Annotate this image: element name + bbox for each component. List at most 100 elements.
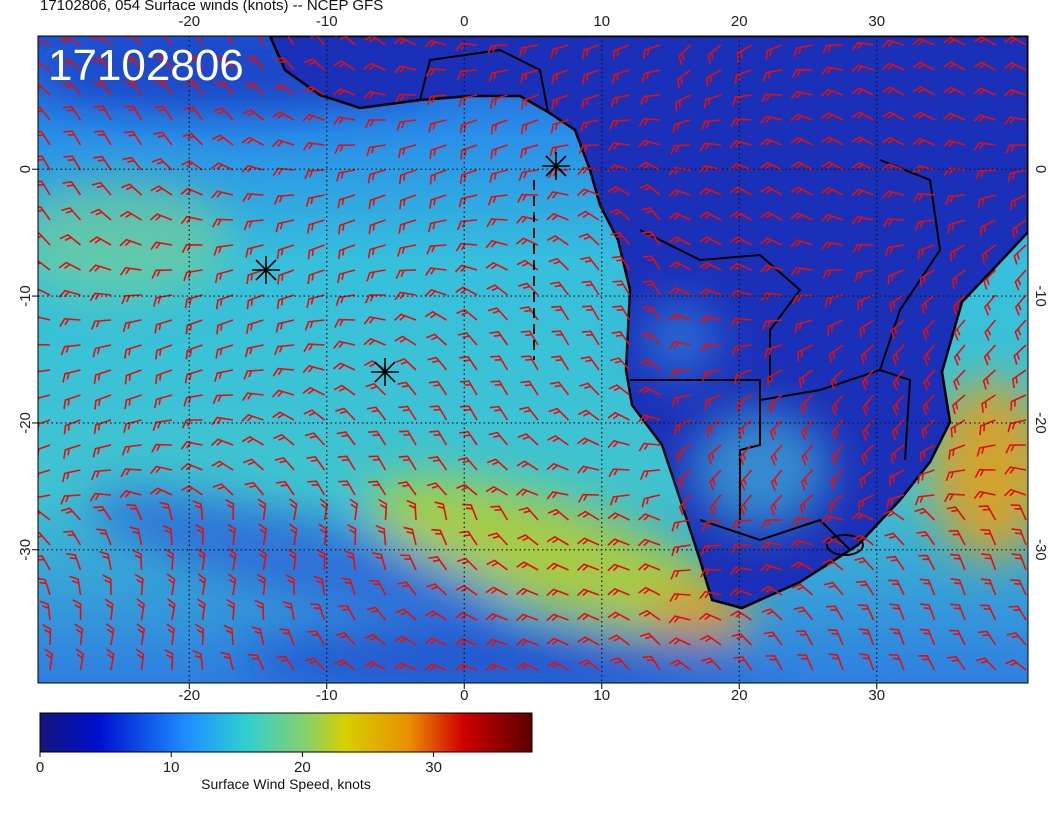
wind-barb [851, 512, 874, 521]
wind-barb [608, 208, 631, 221]
wind-barb [349, 498, 358, 521]
wind-barb [790, 161, 813, 171]
wind-barb [393, 313, 417, 322]
wind-barb [637, 414, 661, 423]
wind-barb [302, 386, 325, 396]
wind-barb [820, 213, 844, 222]
wind-barb [828, 494, 844, 514]
wind-barb [857, 604, 875, 621]
wind-barb [366, 606, 387, 621]
wind-barb [698, 187, 722, 196]
wind-barb [63, 130, 82, 146]
wind-barb [790, 136, 813, 146]
wind-barb [454, 264, 478, 273]
wind-barb [699, 236, 722, 246]
wind-barb [760, 115, 783, 124]
wind-barb [576, 437, 600, 446]
wind-barb [888, 653, 905, 671]
wind-barb [211, 162, 234, 171]
wind-barb [701, 544, 722, 556]
wind-barb [426, 244, 447, 255]
wind-barb [307, 244, 325, 260]
wind-barb [980, 528, 997, 546]
wind-barb [759, 264, 783, 273]
wind-barb [486, 284, 508, 296]
wind-barb [245, 244, 264, 258]
wind-barb [942, 112, 966, 121]
wind-barb [790, 90, 813, 100]
wind-barb [162, 524, 173, 546]
x-tick-label-top: -20 [178, 13, 200, 30]
wind-barb [642, 305, 661, 321]
wind-barb [888, 579, 905, 596]
wind-barb [220, 651, 234, 671]
wind-barb [831, 419, 844, 441]
wind-barb [952, 294, 966, 316]
wind-barb [124, 369, 142, 385]
wind-barb [790, 186, 813, 196]
wind-barb [736, 394, 752, 412]
wind-barb [426, 482, 448, 496]
wind-barb [276, 480, 295, 496]
wind-barb [60, 344, 81, 356]
wind-barb [639, 183, 661, 196]
wind-barb [334, 144, 356, 154]
wind-barb [242, 109, 265, 121]
wind-barb [704, 394, 722, 410]
wind-barb [244, 481, 265, 496]
wind-barb [369, 579, 387, 596]
wind-barb [394, 93, 417, 103]
wind-barb [338, 219, 356, 235]
wind-barb [851, 64, 874, 73]
wind-barb [668, 212, 691, 221]
wind-barb [60, 507, 82, 521]
wind-barb [38, 315, 51, 324]
wind-barb [185, 344, 203, 360]
wind-barb [862, 419, 875, 441]
wind-barb [428, 380, 448, 396]
wind-barb [398, 169, 417, 185]
wind-barb [912, 86, 935, 96]
wind-barb [889, 469, 905, 487]
wind-barb [768, 394, 783, 414]
wind-barb [551, 330, 570, 346]
wind-barb [272, 111, 295, 121]
wind-barb [945, 469, 966, 482]
wind-barb [126, 504, 143, 521]
wind-barb [457, 331, 478, 346]
wind-barb [211, 134, 234, 146]
wind-barb [105, 648, 115, 671]
wind-barb [948, 530, 966, 546]
wind-barb [859, 469, 874, 489]
wind-barb [94, 394, 112, 410]
wind-barb [608, 142, 630, 151]
wind-barb [799, 494, 814, 515]
wind-barb [947, 655, 966, 671]
wind-barb [489, 169, 508, 183]
wind-barb [701, 657, 722, 671]
wind-barb [243, 219, 264, 231]
wind-barb [258, 523, 268, 546]
wind-barb [854, 557, 875, 571]
wind-barb [973, 36, 996, 46]
wind-barb [66, 553, 82, 571]
wind-barb [123, 130, 143, 146]
wind-barb [397, 381, 417, 396]
wind-barb [372, 552, 387, 571]
wind-barb [215, 294, 234, 310]
wind-barb [457, 557, 478, 571]
wind-barb [945, 194, 966, 206]
wind-barb [490, 380, 509, 396]
wind-barb [982, 369, 997, 390]
wind-barb [761, 608, 783, 621]
wind-barb [276, 244, 295, 259]
wind-barb [515, 587, 539, 596]
wind-barb [638, 609, 661, 621]
wind-barb [74, 623, 84, 646]
wind-barb [150, 185, 173, 196]
wind-barb [759, 237, 783, 246]
wind-barb [393, 662, 417, 671]
wind-barb [185, 319, 203, 335]
wind-barb [91, 181, 112, 196]
wind-barb [395, 269, 417, 280]
